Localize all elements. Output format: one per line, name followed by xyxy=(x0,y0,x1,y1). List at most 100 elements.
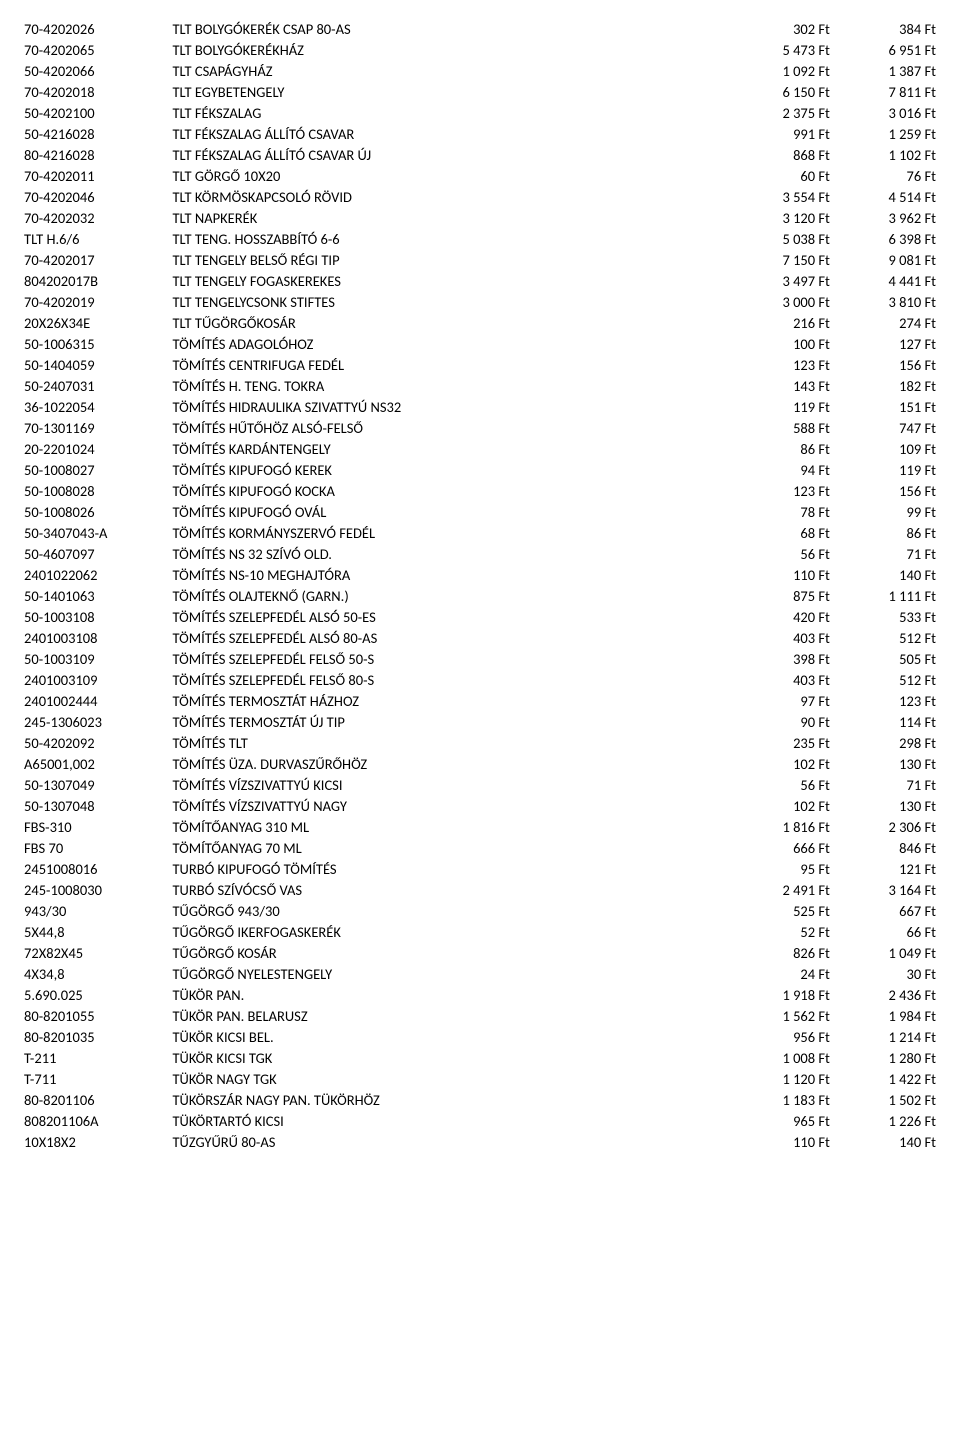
cell-price2: 66 Ft xyxy=(830,921,936,942)
cell-desc: TÖMÍTÉS H. TENG. TOKRA xyxy=(172,375,723,396)
cell-code: 80-8201035 xyxy=(24,1026,172,1047)
cell-price2: 4 514 Ft xyxy=(830,186,936,207)
table-row: 70-4202019TLT TENGELYCSONK STIFTES3 000 … xyxy=(24,291,936,312)
cell-price1: 991 Ft xyxy=(724,123,830,144)
cell-desc: TÖMÍTÉS ÜZA. DURVASZŰRŐHÖZ xyxy=(172,753,723,774)
cell-code: 70-4202032 xyxy=(24,207,172,228)
cell-code: 50-1404059 xyxy=(24,354,172,375)
cell-desc: TLT TŰGÖRGŐKOSÁR xyxy=(172,312,723,333)
cell-price1: 1 008 Ft xyxy=(724,1047,830,1068)
cell-price2: 76 Ft xyxy=(830,165,936,186)
cell-price1: 3 554 Ft xyxy=(724,186,830,207)
cell-desc: TÖMÍTÉS VÍZSZIVATTYÚ KICSI xyxy=(172,774,723,795)
cell-desc: TLT FÉKSZALAG ÁLLÍTÓ CSAVAR xyxy=(172,123,723,144)
cell-price2: 1 049 Ft xyxy=(830,942,936,963)
cell-code: 2451008016 xyxy=(24,858,172,879)
table-row: 50-1307048TÖMÍTÉS VÍZSZIVATTYÚ NAGY102 F… xyxy=(24,795,936,816)
cell-price2: 71 Ft xyxy=(830,543,936,564)
cell-price2: 3 016 Ft xyxy=(830,102,936,123)
table-row: 2451008016TURBÓ KIPUFOGÓ TÖMÍTÉS95 Ft121… xyxy=(24,858,936,879)
cell-price2: 1 259 Ft xyxy=(830,123,936,144)
cell-code: FBS-310 xyxy=(24,816,172,837)
table-row: 10X18X2TŰZGYŰRŰ 80-AS110 Ft140 Ft xyxy=(24,1131,936,1152)
cell-desc: TLT TENGELY BELSŐ RÉGI TIP xyxy=(172,249,723,270)
cell-price2: 123 Ft xyxy=(830,690,936,711)
cell-desc: TURBÓ KIPUFOGÓ TÖMÍTÉS xyxy=(172,858,723,879)
cell-code: 4X34,8 xyxy=(24,963,172,984)
cell-code: 2401022062 xyxy=(24,564,172,585)
cell-desc: TLT KÖRMÖSKAPCSOLÓ RÖVID xyxy=(172,186,723,207)
cell-price1: 3 120 Ft xyxy=(724,207,830,228)
cell-price2: 71 Ft xyxy=(830,774,936,795)
table-row: 5.690.025TÜKÖR PAN.1 918 Ft2 436 Ft xyxy=(24,984,936,1005)
cell-price1: 68 Ft xyxy=(724,522,830,543)
cell-desc: TÖMÍTÉS NS 32 SZÍVÓ OLD. xyxy=(172,543,723,564)
table-row: 804202017BTLT TENGELY FOGASKEREKES3 497 … xyxy=(24,270,936,291)
cell-price2: 121 Ft xyxy=(830,858,936,879)
cell-desc: TÖMÍTŐANYAG 70 ML xyxy=(172,837,723,858)
cell-price2: 846 Ft xyxy=(830,837,936,858)
cell-price2: 99 Ft xyxy=(830,501,936,522)
table-row: 2401003109TÖMÍTÉS SZELEPFEDÉL FELSŐ 80-S… xyxy=(24,669,936,690)
cell-code: 50-1307048 xyxy=(24,795,172,816)
cell-desc: TLT BOLYGÓKERÉKHÁZ xyxy=(172,39,723,60)
cell-code: 70-4202017 xyxy=(24,249,172,270)
cell-price1: 2 375 Ft xyxy=(724,102,830,123)
cell-price1: 90 Ft xyxy=(724,711,830,732)
cell-price1: 588 Ft xyxy=(724,417,830,438)
table-row: 20-2201024TÖMÍTÉS KARDÁNTENGELY86 Ft109 … xyxy=(24,438,936,459)
table-row: 50-3407043-ATÖMÍTÉS KORMÁNYSZERVÓ FEDÉL6… xyxy=(24,522,936,543)
cell-code: 245-1306023 xyxy=(24,711,172,732)
cell-code: 50-4607097 xyxy=(24,543,172,564)
table-row: 70-4202011TLT GÖRGŐ 10X2060 Ft76 Ft xyxy=(24,165,936,186)
table-row: 50-1006315TÖMÍTÉS ADAGOLÓHOZ100 Ft127 Ft xyxy=(24,333,936,354)
cell-code: 70-4202046 xyxy=(24,186,172,207)
table-row: 70-4202065TLT BOLYGÓKERÉKHÁZ5 473 Ft6 95… xyxy=(24,39,936,60)
cell-price1: 1 816 Ft xyxy=(724,816,830,837)
table-row: 50-1003108TÖMÍTÉS SZELEPFEDÉL ALSÓ 50-ES… xyxy=(24,606,936,627)
table-row: 50-4202066TLT CSAPÁGYHÁZ1 092 Ft1 387 Ft xyxy=(24,60,936,81)
cell-desc: TÜKÖR KICSI BEL. xyxy=(172,1026,723,1047)
table-row: FBS-310TÖMÍTŐANYAG 310 ML1 816 Ft2 306 F… xyxy=(24,816,936,837)
table-row: 50-1008026TÖMÍTÉS KIPUFOGÓ OVÁL78 Ft99 F… xyxy=(24,501,936,522)
cell-code: 50-4202092 xyxy=(24,732,172,753)
cell-price1: 398 Ft xyxy=(724,648,830,669)
cell-price1: 102 Ft xyxy=(724,795,830,816)
cell-price2: 140 Ft xyxy=(830,1131,936,1152)
cell-price2: 140 Ft xyxy=(830,564,936,585)
cell-price2: 6 398 Ft xyxy=(830,228,936,249)
price-table: 70-4202026TLT BOLYGÓKERÉK CSAP 80-AS302 … xyxy=(24,18,936,1152)
cell-code: 36-1022054 xyxy=(24,396,172,417)
cell-price1: 110 Ft xyxy=(724,1131,830,1152)
cell-price2: 156 Ft xyxy=(830,480,936,501)
cell-desc: TÖMÍTÉS TERMOSZTÁT HÁZHOZ xyxy=(172,690,723,711)
cell-desc: TÖMÍTÉS KORMÁNYSZERVÓ FEDÉL xyxy=(172,522,723,543)
cell-code: 20X26X34E xyxy=(24,312,172,333)
cell-price2: 119 Ft xyxy=(830,459,936,480)
table-row: 4X34,8TŰGÖRGŐ NYELESTENGELY24 Ft30 Ft xyxy=(24,963,936,984)
cell-desc: TÖMÍTÉS SZELEPFEDÉL ALSÓ 50-ES xyxy=(172,606,723,627)
cell-code: 50-4202066 xyxy=(24,60,172,81)
cell-price2: 3 164 Ft xyxy=(830,879,936,900)
table-row: 70-4202018TLT EGYBETENGELY6 150 Ft7 811 … xyxy=(24,81,936,102)
cell-price2: 1 984 Ft xyxy=(830,1005,936,1026)
cell-price1: 102 Ft xyxy=(724,753,830,774)
table-row: 245-1306023TÖMÍTÉS TERMOSZTÁT ÚJ TIP90 F… xyxy=(24,711,936,732)
cell-code: 50-1008028 xyxy=(24,480,172,501)
cell-price1: 52 Ft xyxy=(724,921,830,942)
table-row: T-211TÜKÖR KICSI TGK1 008 Ft1 280 Ft xyxy=(24,1047,936,1068)
cell-desc: TÖMÍTÉS HŰTŐHÖZ ALSÓ-FELSŐ xyxy=(172,417,723,438)
cell-price1: 3 000 Ft xyxy=(724,291,830,312)
table-row: 20X26X34ETLT TŰGÖRGŐKOSÁR216 Ft274 Ft xyxy=(24,312,936,333)
table-row: 2401002444TÖMÍTÉS TERMOSZTÁT HÁZHOZ97 Ft… xyxy=(24,690,936,711)
cell-price1: 95 Ft xyxy=(724,858,830,879)
cell-code: 20-2201024 xyxy=(24,438,172,459)
cell-desc: TŰGÖRGŐ KOSÁR xyxy=(172,942,723,963)
cell-code: 5.690.025 xyxy=(24,984,172,1005)
table-row: 2401003108TÖMÍTÉS SZELEPFEDÉL ALSÓ 80-AS… xyxy=(24,627,936,648)
cell-price2: 667 Ft xyxy=(830,900,936,921)
cell-desc: TÖMÍTÉS TLT xyxy=(172,732,723,753)
table-row: 80-8201106TÜKÖRSZÁR NAGY PAN. TÜKÖRHÖZ1 … xyxy=(24,1089,936,1110)
cell-code: 2401002444 xyxy=(24,690,172,711)
cell-desc: TLT CSAPÁGYHÁZ xyxy=(172,60,723,81)
